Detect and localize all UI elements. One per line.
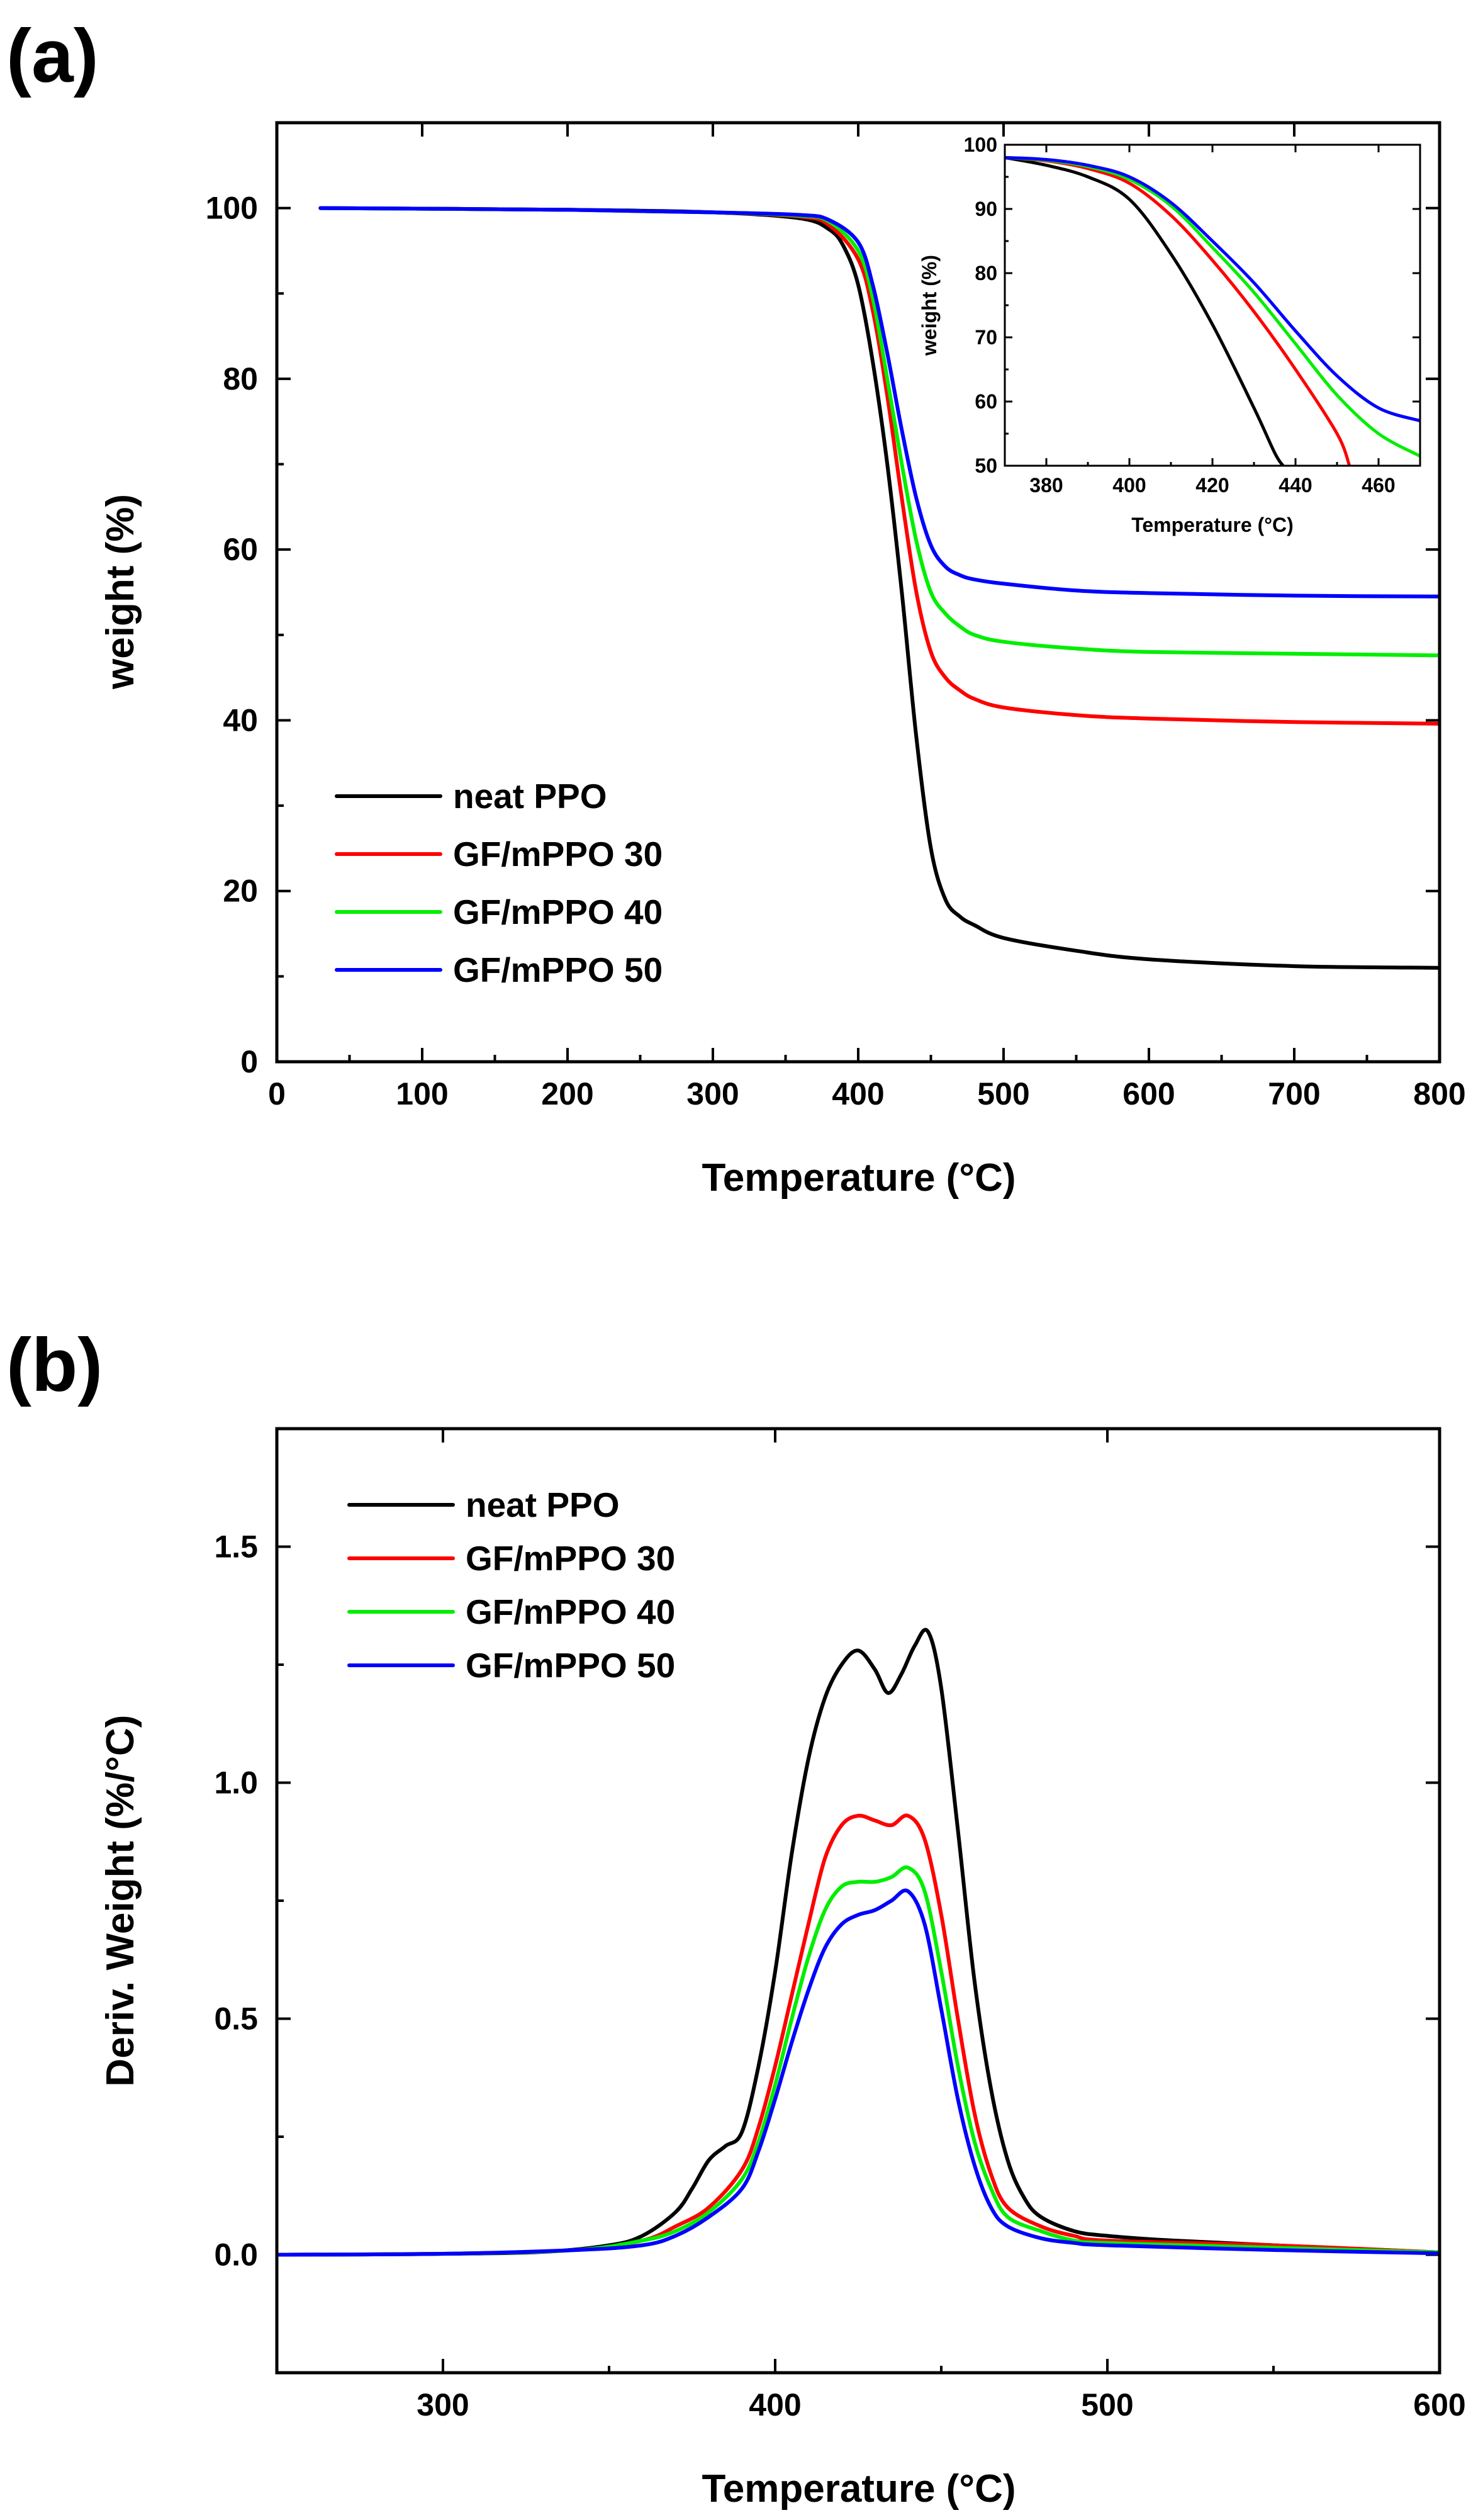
panel-a-xtick-label: 500	[977, 1076, 1029, 1111]
panel-b-xtick-label: 400	[749, 2387, 801, 2422]
inset-frame	[1004, 143, 1421, 467]
panel-b-frame	[275, 1427, 1441, 2375]
legend-b-gf-mppo-40: GF/mPPO 40	[466, 1592, 675, 1631]
panel-b-ylabel: Deriv. Weight (%/°C)	[99, 1715, 142, 2087]
inset-ylabel: weight (%)	[918, 255, 941, 356]
panel-b-ytick-label: 0.0	[214, 2237, 258, 2273]
panel-a-axes: 0 100 200 300 400 500 600 700 800 0 20 40 60 80 100	[206, 123, 1466, 1111]
inset-xtick-label: 460	[1362, 474, 1395, 497]
inset-series	[1005, 155, 1420, 466]
inset-ytick-label: 50	[975, 454, 997, 477]
panel-a-xtick-label: 700	[1268, 1076, 1320, 1111]
panel-b-series-gf-mppo-30	[277, 1813, 1440, 2257]
panel-a-xtick-label: 0	[268, 1076, 286, 1111]
inset-ytick-label: 100	[964, 133, 997, 156]
panel-b-legend: neat PPO GF/mPPO 30 GF/mPPO 40 GF/mPPO 5…	[347, 1485, 675, 1685]
panel-b-series-gf-mppo-40	[277, 1865, 1440, 2257]
legend-a-gf-mppo-40: GF/mPPO 40	[453, 892, 663, 931]
panel-a-xlabel: Temperature (°C)	[702, 1156, 1016, 1200]
panel-a-xtick-label: 800	[1413, 1076, 1465, 1111]
inset-axes: 380 400 420 440 460 50 60 70 80 90 100	[964, 133, 1420, 497]
inset-ytick-label: 70	[975, 326, 997, 349]
inset-xtick-label: 440	[1279, 474, 1312, 497]
panel-a-ytick-label: 100	[206, 191, 258, 226]
panel-a-ylabel: weight (%)	[99, 494, 142, 690]
legend-a-gf-mppo-30: GF/mPPO 30	[453, 835, 663, 874]
inset-border	[1004, 143, 1421, 467]
panel-b-series	[277, 1628, 1440, 2257]
panel-b-ytick-label: 1.0	[214, 1765, 258, 1801]
panel-b-label: (b)	[6, 1323, 103, 1407]
inset-xtick-label: 420	[1195, 474, 1229, 497]
panel-a-legend: neat PPO GF/mPPO 30 GF/mPPO 40 GF/mPPO 5…	[335, 777, 663, 989]
inset-ytick-label: 80	[975, 262, 997, 284]
inset-xtick-label: 400	[1112, 474, 1146, 497]
inset-series-gf-mppo-50	[1005, 155, 1420, 423]
panel-b-xtick-label: 600	[1413, 2387, 1465, 2422]
panel-a-ytick-label: 80	[223, 361, 258, 397]
panel-a-xtick-label: 300	[686, 1076, 739, 1111]
legend-b-gf-mppo-30: GF/mPPO 30	[466, 1539, 675, 1578]
panel-a-ytick-label: 0	[240, 1044, 258, 1079]
panel-a-xtick-label: 100	[396, 1076, 448, 1111]
inset-ytick-label: 90	[975, 198, 997, 220]
panel-a-series	[318, 206, 1440, 970]
panel-b-xtick-label: 500	[1081, 2387, 1133, 2422]
panel-a: (a) 0 100 200 300 400 500 600 700 800 0 20 40 60 80 10…	[6, 14, 1466, 1200]
panel-b-axes: 300 400 500 600 0.0 0.5 1.0 1.5	[214, 1429, 1466, 2422]
panel-a-xtick-label: 200	[541, 1076, 593, 1111]
panel-b-ytick-label: 0.5	[214, 2001, 258, 2037]
panel-a-xtick-label: 600	[1122, 1076, 1175, 1111]
panel-a-ytick-label: 20	[223, 874, 258, 909]
panel-b-xlabel: Temperature (°C)	[702, 2467, 1016, 2511]
panel-a-series-gf-mppo-50	[318, 206, 1440, 599]
panel-b: (b) 300 400 500 600 0.0 0.5 1.0 1.5 Temperature…	[6, 1323, 1466, 2511]
panel-a-ytick-label: 40	[223, 702, 258, 738]
legend-a-neat-ppo: neat PPO	[453, 777, 607, 816]
panel-b-xtick-label: 300	[417, 2387, 469, 2422]
panel-b-ytick-label: 1.5	[214, 1529, 258, 1565]
legend-a-gf-mppo-50: GF/mPPO 50	[453, 950, 663, 989]
inset-xtick-label: 380	[1029, 474, 1063, 497]
panel-a-label: (a)	[6, 14, 99, 98]
panel-a-frame	[275, 121, 1441, 1064]
legend-b-neat-ppo: neat PPO	[466, 1485, 620, 1524]
panel-b-series-neat-ppo	[277, 1628, 1440, 2257]
inset-ytick-label: 60	[975, 390, 997, 413]
legend-b-gf-mppo-50: GF/mPPO 50	[466, 1646, 675, 1685]
panel-a-inset: 380 400 420 440 460 50 60 70 80 90 100 Temperature…	[918, 133, 1421, 536]
panel-a-xtick-label: 400	[832, 1076, 884, 1111]
inset-xlabel: Temperature (°C)	[1131, 514, 1294, 536]
panel-a-ytick-label: 60	[223, 532, 258, 567]
panel-b-series-gf-mppo-50	[277, 1888, 1440, 2257]
inset-series-neat-ppo	[1005, 155, 1285, 466]
